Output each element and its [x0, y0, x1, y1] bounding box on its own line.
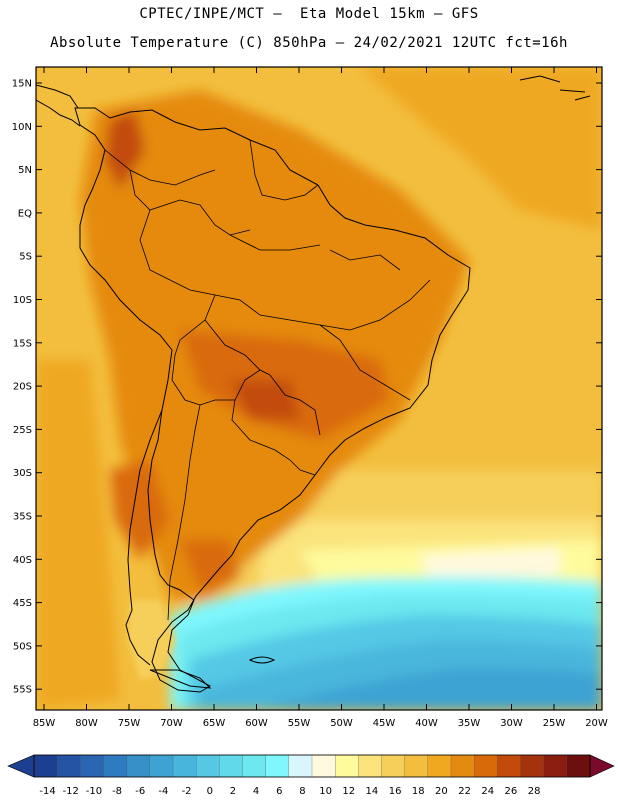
lon-label: 50W: [330, 718, 353, 729]
colorbar-label: -2: [182, 786, 192, 797]
colorbar-swatch: [196, 754, 220, 778]
lon-label: 85W: [33, 718, 56, 729]
colorbar-label: 22: [458, 786, 471, 797]
colorbar-swatch: [219, 754, 243, 778]
map-frame: [35, 66, 603, 711]
map-title-line-2: Absolute Temperature (C) 850hPa – 24/02/…: [50, 35, 568, 51]
colorbar-swatch: [404, 754, 429, 778]
colorbar-swatch: [103, 754, 128, 778]
lat-label: 55S: [13, 685, 32, 696]
colorbar-label: -6: [135, 786, 145, 797]
colorbar-label: 12: [342, 786, 355, 797]
colorbar-swatch: [427, 754, 452, 778]
colorbar-label: 4: [253, 786, 259, 797]
lon-label: 60W: [245, 718, 268, 729]
lon-label: 65W: [203, 718, 226, 729]
colorbar-swatch: [450, 754, 475, 778]
colorbar-label: -10: [86, 786, 102, 797]
temperature-field: [36, 67, 602, 710]
lat-label: EQ: [18, 208, 32, 219]
colorbar-label: 0: [207, 786, 213, 797]
lat-label: 25S: [13, 425, 32, 436]
colorbar-arrow-left: [7, 754, 35, 778]
lat-label: 40S: [13, 555, 32, 566]
colorbar: [7, 754, 615, 778]
colorbar-label: 14: [366, 786, 379, 797]
colorbar-label: -4: [158, 786, 168, 797]
colorbar-swatch: [57, 754, 81, 778]
lat-label: 45S: [13, 598, 32, 609]
lat-label: 10N: [12, 122, 32, 133]
lon-label: 75W: [118, 718, 141, 729]
colorbar-label: 8: [299, 786, 305, 797]
colorbar-label: -14: [39, 786, 55, 797]
lat-label: 15S: [13, 338, 32, 349]
colorbar-label: 26: [505, 786, 518, 797]
lon-label: 45W: [373, 718, 396, 729]
colorbar-label: 20: [435, 786, 448, 797]
lon-label: 55W: [288, 718, 311, 729]
colorbar-label: 16: [389, 786, 402, 797]
colorbar-swatch: [242, 754, 267, 778]
lon-label: 30W: [500, 718, 523, 729]
lon-label: 35W: [458, 718, 481, 729]
latitude-axis: 15N 10N 5N EQ 5S 10S 15S 20S 25S 30S 35S 40S 45S 50S 5…: [12, 79, 602, 696]
colorbar-swatch: [543, 754, 568, 778]
colorbar-label: -12: [63, 786, 79, 797]
lat-label: 30S: [13, 468, 32, 479]
colorbar-swatch: [335, 754, 359, 778]
colorbar-label: 2: [230, 786, 236, 797]
colorbar-label: 24: [481, 786, 494, 797]
map-title-line-1: CPTEC/INPE/MCT – Eta Model 15km – GFS: [139, 6, 479, 22]
colorbar-border: [33, 754, 591, 778]
lat-label: 5N: [18, 165, 32, 176]
coastlines: [36, 75, 591, 693]
colorbar-labels: -14 -12 -10 -8 -6 -4 -2 0 2 4 6 8 10 12 14 16 18 20 22 24 26…: [39, 786, 540, 797]
colorbar-swatch: [172, 754, 197, 778]
colorbar-swatch: [33, 754, 58, 778]
country-borders: [104, 139, 431, 621]
colorbar-swatch: [381, 754, 406, 778]
lon-label: 25W: [543, 718, 566, 729]
lat-label: 35S: [13, 512, 32, 523]
longitude-axis: 85W 80W 75W 70W 65W 60W 55W 50W 45W 40W 35W 30W 25W 2…: [33, 67, 608, 729]
lat-label: 10S: [13, 295, 32, 306]
colorbar-arrow-right: [589, 754, 615, 778]
lat-label: 20S: [13, 382, 32, 393]
colorbar-swatch: [497, 754, 521, 778]
colorbar-label: -8: [112, 786, 122, 797]
central-america-coast: [36, 84, 81, 127]
lat-label: 50S: [13, 641, 32, 652]
lon-label: 80W: [75, 718, 98, 729]
lon-label: 40W: [415, 718, 438, 729]
lon-label: 20W: [585, 718, 608, 729]
colorbar-swatch: [288, 754, 313, 778]
colorbar-swatch: [80, 754, 104, 778]
colorbar-swatch: [311, 754, 336, 778]
south-america-coast: [74, 107, 471, 693]
colorbar-label: 28: [528, 786, 541, 797]
colorbar-label: 10: [319, 786, 332, 797]
lon-label: 70W: [160, 718, 183, 729]
colorbar-swatch: [149, 754, 174, 778]
colorbar-label: 6: [276, 786, 282, 797]
colorbar-swatch: [358, 754, 382, 778]
colorbar-swatch: [566, 754, 591, 778]
colorbar-swatch: [520, 754, 545, 778]
colorbar-label: 18: [412, 786, 425, 797]
lat-label: 15N: [12, 79, 32, 90]
colorbar-swatch: [474, 754, 498, 778]
colorbar-swatch: [126, 754, 151, 778]
lat-label: 5S: [19, 252, 32, 263]
colorbar-swatch: [265, 754, 290, 778]
